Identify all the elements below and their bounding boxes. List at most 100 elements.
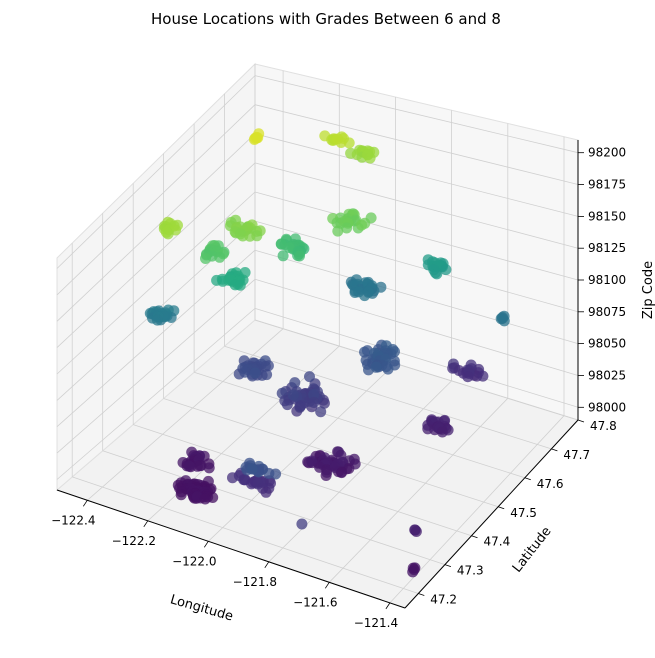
data-point xyxy=(335,137,347,148)
data-point xyxy=(462,371,474,383)
y-tick-label: 47.7 xyxy=(563,448,590,462)
data-point xyxy=(227,472,238,484)
y-tick-label: 47.5 xyxy=(510,506,537,520)
y-tick-label: 47.6 xyxy=(537,477,564,491)
y-tick-label: 47.2 xyxy=(430,593,457,607)
y-tick-mark xyxy=(524,477,531,481)
z-gridline-back xyxy=(254,220,579,313)
data-point xyxy=(183,460,195,472)
z-tick-label: 98200 xyxy=(588,146,626,160)
x-tick-mark xyxy=(143,520,149,528)
y-tick-mark xyxy=(471,535,478,539)
x-tick-label: −122.2 xyxy=(112,534,156,548)
data-point xyxy=(308,388,320,400)
scatter-points xyxy=(144,128,510,578)
data-point xyxy=(199,493,211,505)
data-point xyxy=(277,250,289,262)
z-tick-label: 98150 xyxy=(588,209,626,223)
data-point xyxy=(407,566,419,578)
axis-panes xyxy=(56,62,579,609)
data-point xyxy=(239,366,251,378)
y-tick-mark xyxy=(498,506,505,510)
data-point xyxy=(151,314,163,326)
y-tick-mark xyxy=(418,593,425,596)
data-point xyxy=(304,371,315,383)
y-axis-line xyxy=(404,419,579,609)
data-point xyxy=(410,526,422,537)
data-point xyxy=(318,397,330,409)
z-gridline-side xyxy=(56,278,256,454)
data-point xyxy=(294,401,306,413)
data-point xyxy=(359,346,370,358)
z-gridline-back xyxy=(254,75,579,154)
y-tick-label: 47.3 xyxy=(457,564,484,578)
x-gridline-floor xyxy=(329,398,509,583)
y-tick-label: 47.8 xyxy=(590,419,617,433)
x-tick-label: −121.6 xyxy=(293,595,337,609)
x-axis-line xyxy=(56,489,406,609)
data-point xyxy=(422,423,434,435)
y-gridline-floor xyxy=(102,450,446,565)
x-axis-label: Longitude xyxy=(168,592,234,624)
data-point xyxy=(321,466,333,478)
data-point xyxy=(175,489,187,501)
z-gridline-back xyxy=(254,162,579,249)
chart-title: House Locations with Grades Between 6 an… xyxy=(151,10,501,28)
data-point xyxy=(389,346,400,358)
x-tick-label: −122.4 xyxy=(51,513,95,527)
data-point xyxy=(287,389,299,401)
z-gridline-back xyxy=(254,133,579,217)
data-point xyxy=(281,399,293,411)
data-point xyxy=(244,230,256,242)
data-point xyxy=(263,467,275,479)
z-gridline-back xyxy=(254,249,579,344)
x-tick-mark xyxy=(385,602,391,610)
z-tick-label: 98175 xyxy=(588,178,626,192)
y-gridline-floor xyxy=(193,371,525,479)
data-point xyxy=(436,426,448,438)
z-gridline-side xyxy=(56,104,256,296)
z-gridline-side xyxy=(56,191,256,375)
z-gridline-side xyxy=(56,133,256,322)
x-tick-label: −121.8 xyxy=(233,575,277,589)
y-tick-label: 47.4 xyxy=(484,535,511,549)
z-gridline-side xyxy=(56,162,256,348)
data-point xyxy=(498,315,510,327)
data-point xyxy=(308,397,320,408)
data-point xyxy=(283,242,295,254)
x-tick-label: −121.4 xyxy=(354,616,398,630)
data-point xyxy=(343,137,355,149)
y-gridline-floor xyxy=(163,398,499,508)
z-tick-label: 98075 xyxy=(588,305,626,319)
data-point xyxy=(440,264,452,276)
z-gridline-back xyxy=(254,308,579,408)
y-tick-mark xyxy=(444,564,452,567)
y-gridline-floor xyxy=(133,424,472,537)
data-point xyxy=(289,377,301,389)
x-gridline-floor xyxy=(87,328,284,501)
data-point xyxy=(200,253,211,264)
data-point xyxy=(341,222,353,234)
y-axis-label: Latitude xyxy=(510,524,555,575)
data-point xyxy=(477,370,489,382)
data-point xyxy=(336,467,348,479)
z-axis-label: Zip Code xyxy=(641,261,655,319)
z-tick-label: 98125 xyxy=(588,241,626,255)
data-point xyxy=(248,134,260,145)
y-gridline-floor xyxy=(72,476,419,594)
z-gridline-back xyxy=(254,191,579,281)
data-point xyxy=(234,279,246,291)
data-point xyxy=(246,463,258,475)
x-tick-mark xyxy=(203,541,209,548)
data-point xyxy=(382,363,394,375)
axis-ticks: −122.4 −122.2 −122.0 −121.8 −121.6 −121.4 47.2… xyxy=(51,140,626,630)
data-point xyxy=(296,518,308,530)
data-point xyxy=(160,226,172,238)
data-point xyxy=(306,455,318,467)
data-point xyxy=(332,225,344,237)
data-point xyxy=(364,152,376,164)
x-gridline-floor xyxy=(208,363,396,542)
data-point xyxy=(294,250,305,262)
z-gridline-side xyxy=(56,75,256,269)
